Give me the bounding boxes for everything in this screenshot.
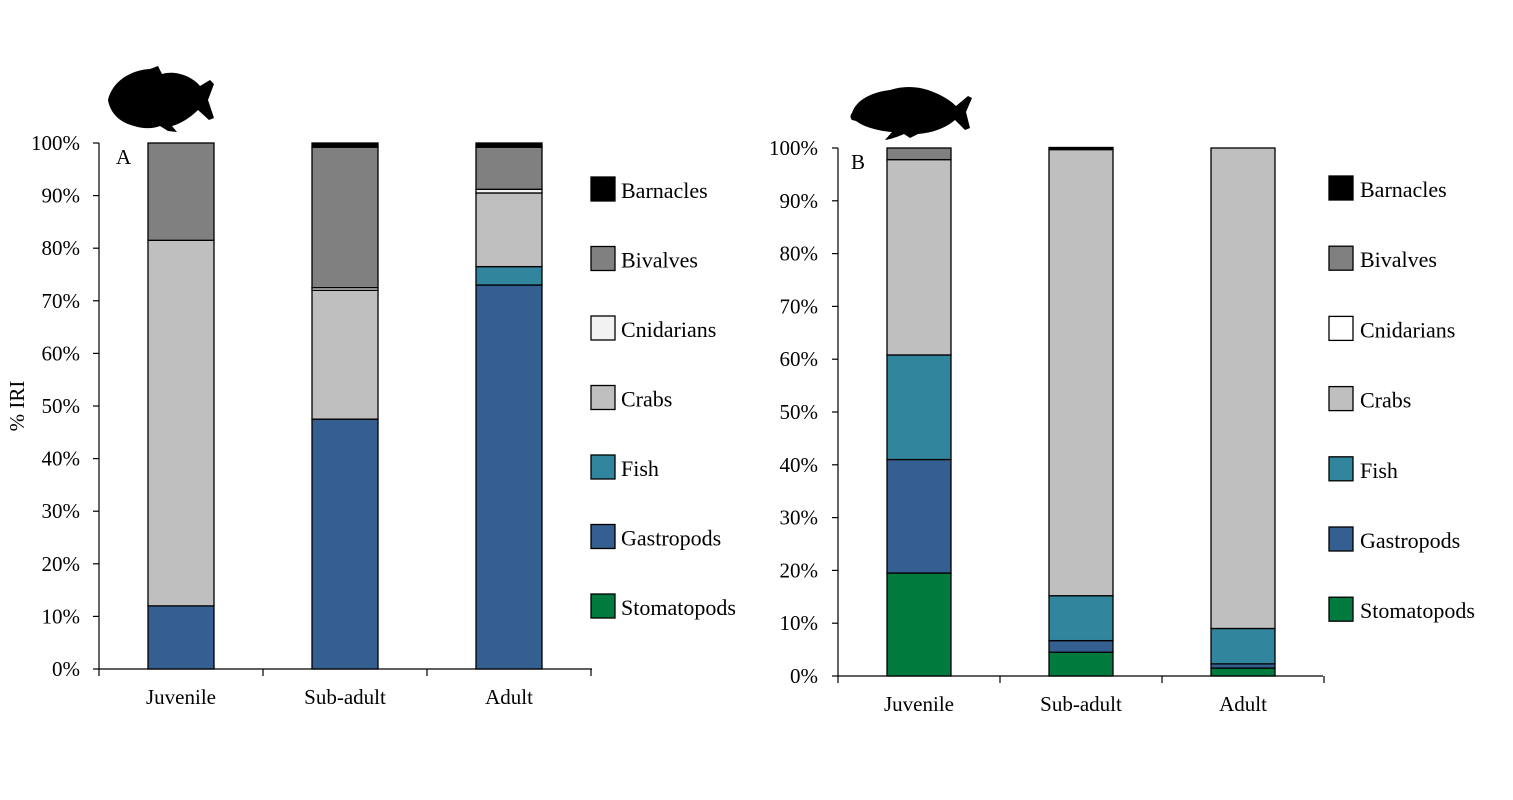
legend-label-b-fish: Fish [1360,458,1398,483]
y-tick-label-a: 60% [42,341,81,365]
panel-b: 0% 10% 20% 30% 40% 50% 60% 70% 80% 90% 100% Juvenil… [769,136,1475,716]
legend-label-b-barnacles: Barnacles [1360,177,1447,202]
legend-swatch-a-bivalves [590,245,616,272]
x-category-label-b: Juvenile [884,692,954,716]
legend-swatch-b-bivalves [1328,245,1354,271]
legend-label-b-bivalves: Bivalves [1360,247,1437,272]
y-axis-title-a: % IRI [5,381,29,432]
bar-segment-a-sub-adult-crabs [311,289,379,420]
legend-swatch-b-crabs [1328,385,1354,412]
bar-segment-a-sub-adult-bivalves [311,146,379,289]
bar-segment-a-sub-adult-gastropods [311,418,379,670]
bar-segment-b-juvenile-stomatopods [886,572,952,677]
x-category-label-b: Sub-adult [1040,692,1122,716]
bar-segment-b-sub-adult-gastropods [1048,639,1114,653]
legend-label-a-stomatopods: Stomatopods [621,595,736,620]
y-tick-label-a: 30% [42,499,81,523]
y-tick-label-b: 80% [780,242,819,266]
legend-label-b-stomatopods: Stomatopods [1360,598,1475,623]
panel-a: 0% 10% 20% 30% 40% 50% 60% 70% 80% 90% 100% Juvenil… [5,131,736,709]
y-tick-label-b: 60% [780,347,819,371]
legend-swatch-b-barnacles [1328,175,1354,201]
legend-label-b-cnidarians: Cnidarians [1360,317,1455,342]
y-tick-label-b: 0% [790,664,818,688]
legend-label-a-cnidarians: Cnidarians [621,317,716,342]
bar-segment-a-adult-fish [475,265,543,286]
legend-label-a-fish: Fish [621,456,659,481]
bar-segment-a-juvenile-gastropods [147,605,215,670]
y-tick-label-a: 90% [42,184,81,208]
y-tick-label-b: 100% [769,136,818,160]
bar-segment-b-juvenile-fish [886,354,952,461]
legend-label-b-gastropods: Gastropods [1360,528,1460,553]
bar-segment-b-sub-adult-barnacles [1048,146,1114,151]
y-tick-label-a: 100% [31,131,80,155]
bar-segment-b-sub-adult-crabs [1048,148,1114,597]
y-tick-label-a: 0% [52,657,80,681]
bar-segment-a-adult-barnacles [475,142,543,148]
y-tick-label-b: 90% [780,189,819,213]
y-tick-label-b: 40% [780,453,819,477]
bar-segment-a-sub-adult-barnacles [311,142,379,148]
legend-swatch-a-fish [590,454,616,480]
bar-segment-a-adult-crabs [475,192,543,268]
legend-swatch-a-cnidarians [590,315,616,341]
x-category-label-a: Sub-adult [304,685,386,709]
y-tick-label-b: 50% [780,400,819,424]
legend-swatch-a-crabs [590,384,616,411]
x-category-label-a: Adult [485,685,533,709]
bar-segment-b-juvenile-crabs [886,158,952,356]
triggerfish-silhouette-icon [108,66,214,132]
y-tick-label-b: 20% [780,558,819,582]
panel-label-b: B [851,150,865,174]
y-tick-label-a: 10% [42,604,81,628]
y-tick-label-b: 10% [780,611,819,635]
legend-label-b-crabs: Crabs [1360,388,1411,413]
y-tick-label-a: 20% [42,552,81,576]
legend-swatch-a-gastropods [590,523,616,550]
legend-label-a-barnacles: Barnacles [621,178,708,203]
x-category-label-a: Juvenile [146,685,216,709]
x-category-label-b: Adult [1219,692,1267,716]
legend-swatch-b-fish [1328,456,1354,482]
bar-segment-b-adult-stomatopods [1210,667,1276,677]
bar-segment-b-adult-fish [1210,627,1276,665]
legend-swatch-b-stomatopods [1328,596,1354,622]
bar-segment-b-adult-crabs [1210,147,1276,630]
bar-segment-b-juvenile-gastropods [886,458,952,574]
bar-segment-a-juvenile-crabs [147,239,215,607]
bar-segment-a-adult-gastropods [475,284,543,670]
y-tick-label-a: 50% [42,394,81,418]
bar-segment-a-juvenile-bivalves [147,142,215,241]
legend-label-a-crabs: Crabs [621,387,672,412]
y-tick-label-b: 30% [780,506,819,530]
legend-label-a-bivalves: Bivalves [621,248,698,273]
legend-swatch-a-stomatopods [590,593,616,619]
panel-label-a: A [116,145,132,169]
legend-swatch-b-cnidarians [1328,315,1354,342]
y-tick-label-a: 40% [42,447,81,471]
bar-segment-a-adult-bivalves [475,146,543,190]
bar-segment-b-sub-adult-stomatopods [1048,651,1114,677]
y-tick-label-b: 70% [780,294,819,318]
snapper-silhouette-icon [850,87,972,140]
y-tick-label-a: 80% [42,236,81,260]
legend-swatch-a-barnacles [590,176,616,202]
legend-label-a-gastropods: Gastropods [621,526,721,551]
y-tick-label-a: 70% [42,289,81,313]
bar-segment-b-juvenile-bivalves [886,147,952,161]
legend-swatch-b-gastropods [1328,526,1354,552]
bar-segment-b-sub-adult-fish [1048,595,1114,642]
